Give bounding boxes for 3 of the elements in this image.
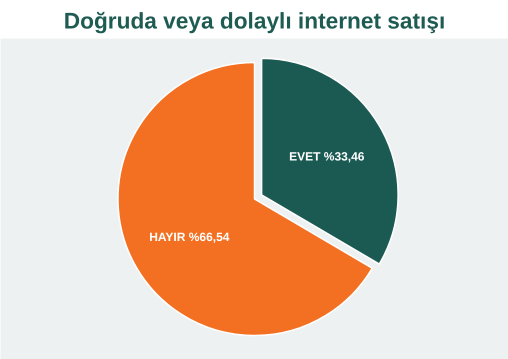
slice-label: HAYIR %66,54 xyxy=(149,230,230,244)
slice-label: EVET %33,46 xyxy=(289,150,365,164)
chart-title: Doğruda veya dolaylı internet satışı xyxy=(64,8,446,34)
